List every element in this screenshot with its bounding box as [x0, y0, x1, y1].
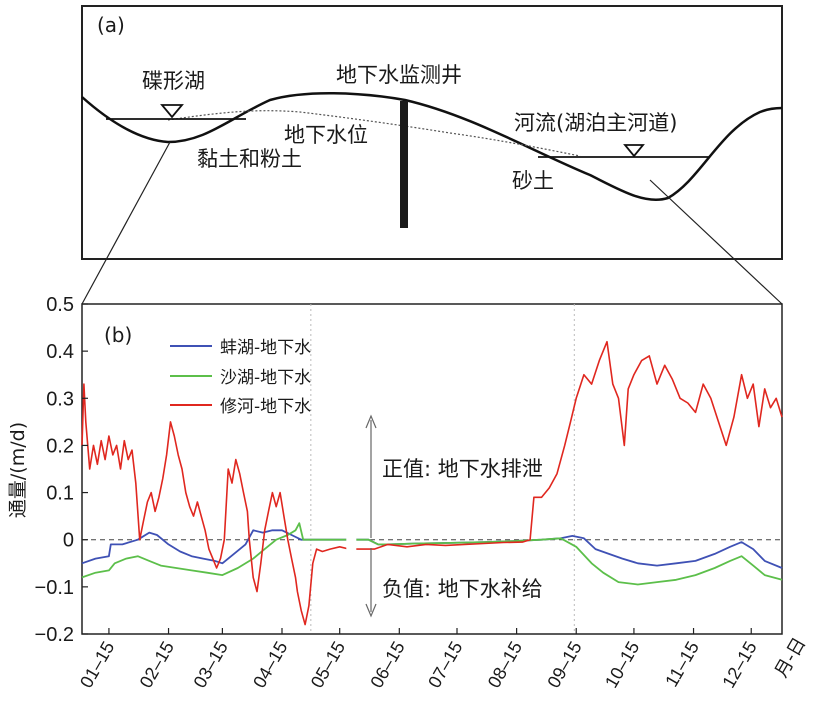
x-tick-label: 08–15 — [484, 638, 526, 691]
river-level-marker-icon — [623, 144, 645, 158]
chart-frame — [81, 303, 783, 635]
zoom-line-left — [81, 141, 171, 305]
data-gap — [346, 534, 357, 554]
x-axis-label: 月-日 — [771, 634, 810, 681]
series-line-1 — [81, 522, 783, 586]
series-line-2 — [81, 340, 783, 626]
series-line-0 — [81, 529, 783, 569]
panel-a-frame — [81, 5, 783, 260]
annotation-arrows — [365, 414, 377, 618]
y-tick-label: −0.1 — [35, 577, 74, 599]
water-table-line — [167, 110, 581, 157]
legend: 蚌湖-地下水 沙湖-地下水 修河-地下水 — [170, 338, 311, 417]
x-tick-label: 11–15 — [661, 638, 703, 690]
river-label: 河流(湖泊主河道) — [514, 111, 677, 135]
x-tick-label: 03–15 — [189, 638, 231, 691]
y-tick-label: −0.2 — [35, 624, 74, 646]
panel-a: (a) 碟形湖 地下水监测井 地下水位 河流(湖泊主河道) 黏土和粉土 砂土 — [81, 5, 783, 305]
y-tick-label: 0.2 — [46, 435, 74, 457]
legend-label-shahu: 沙湖-地下水 — [220, 368, 311, 388]
chart-panel-label: (b) — [104, 323, 132, 347]
y-axis-label: 通量/(m/d) — [7, 422, 29, 518]
x-axis: 01–15 02–15 03–15 04–15 05–15 06–15 07–15 08–15… — [76, 628, 761, 691]
x-tick-label: 10–15 — [601, 638, 643, 691]
sand-label: 砂土 — [512, 169, 554, 193]
legend-label-banghu: 蚌湖-地下水 — [220, 338, 311, 358]
monitoring-well — [400, 101, 408, 228]
y-tick-label: 0.3 — [46, 388, 74, 410]
y-tick-label: 0.1 — [46, 483, 74, 505]
down-arrow-icon — [365, 603, 377, 618]
y-tick-label: 0.5 — [46, 294, 74, 316]
x-tick-label: 09–15 — [543, 638, 585, 691]
x-tick-label: 02–15 — [136, 638, 178, 691]
series-layer — [81, 340, 783, 626]
y-tick-label: 0 — [63, 530, 74, 552]
up-arrow-icon — [365, 414, 377, 429]
x-tick-label: 01–15 — [76, 638, 118, 691]
panel-b: (b) 0.50.40.30.20.10−0.1−0.2 01–15 02–15 0… — [7, 294, 810, 691]
panel-a-label: (a) — [97, 13, 125, 37]
negative-annotation: 负值: 地下水补给 — [382, 577, 543, 601]
x-tick-label: 12–15 — [718, 638, 760, 691]
clay-label: 黏土和粉土 — [197, 147, 302, 171]
terrain-profile — [81, 92, 783, 201]
lake-level-marker-icon — [160, 104, 184, 119]
zoom-line-right — [649, 179, 783, 305]
well-label: 地下水监测井 — [336, 63, 462, 87]
x-tick-label: 04–15 — [249, 638, 291, 691]
lake-label: 碟形湖 — [142, 69, 205, 93]
y-tick-label: 0.4 — [46, 341, 74, 363]
x-tick-label: 05–15 — [307, 638, 349, 691]
y-axis: 0.5 0.4 0.3 0.2 0.1 0 −0.1 −0.2 — [35, 294, 88, 646]
x-tick-label: 07–15 — [424, 638, 466, 691]
x-tick-label: 06–15 — [366, 638, 408, 691]
water-table-label: 地下水位 — [284, 123, 368, 147]
positive-annotation: 正值: 地下水排泄 — [382, 457, 543, 481]
legend-label-xiuhe: 修河-地下水 — [220, 397, 311, 417]
